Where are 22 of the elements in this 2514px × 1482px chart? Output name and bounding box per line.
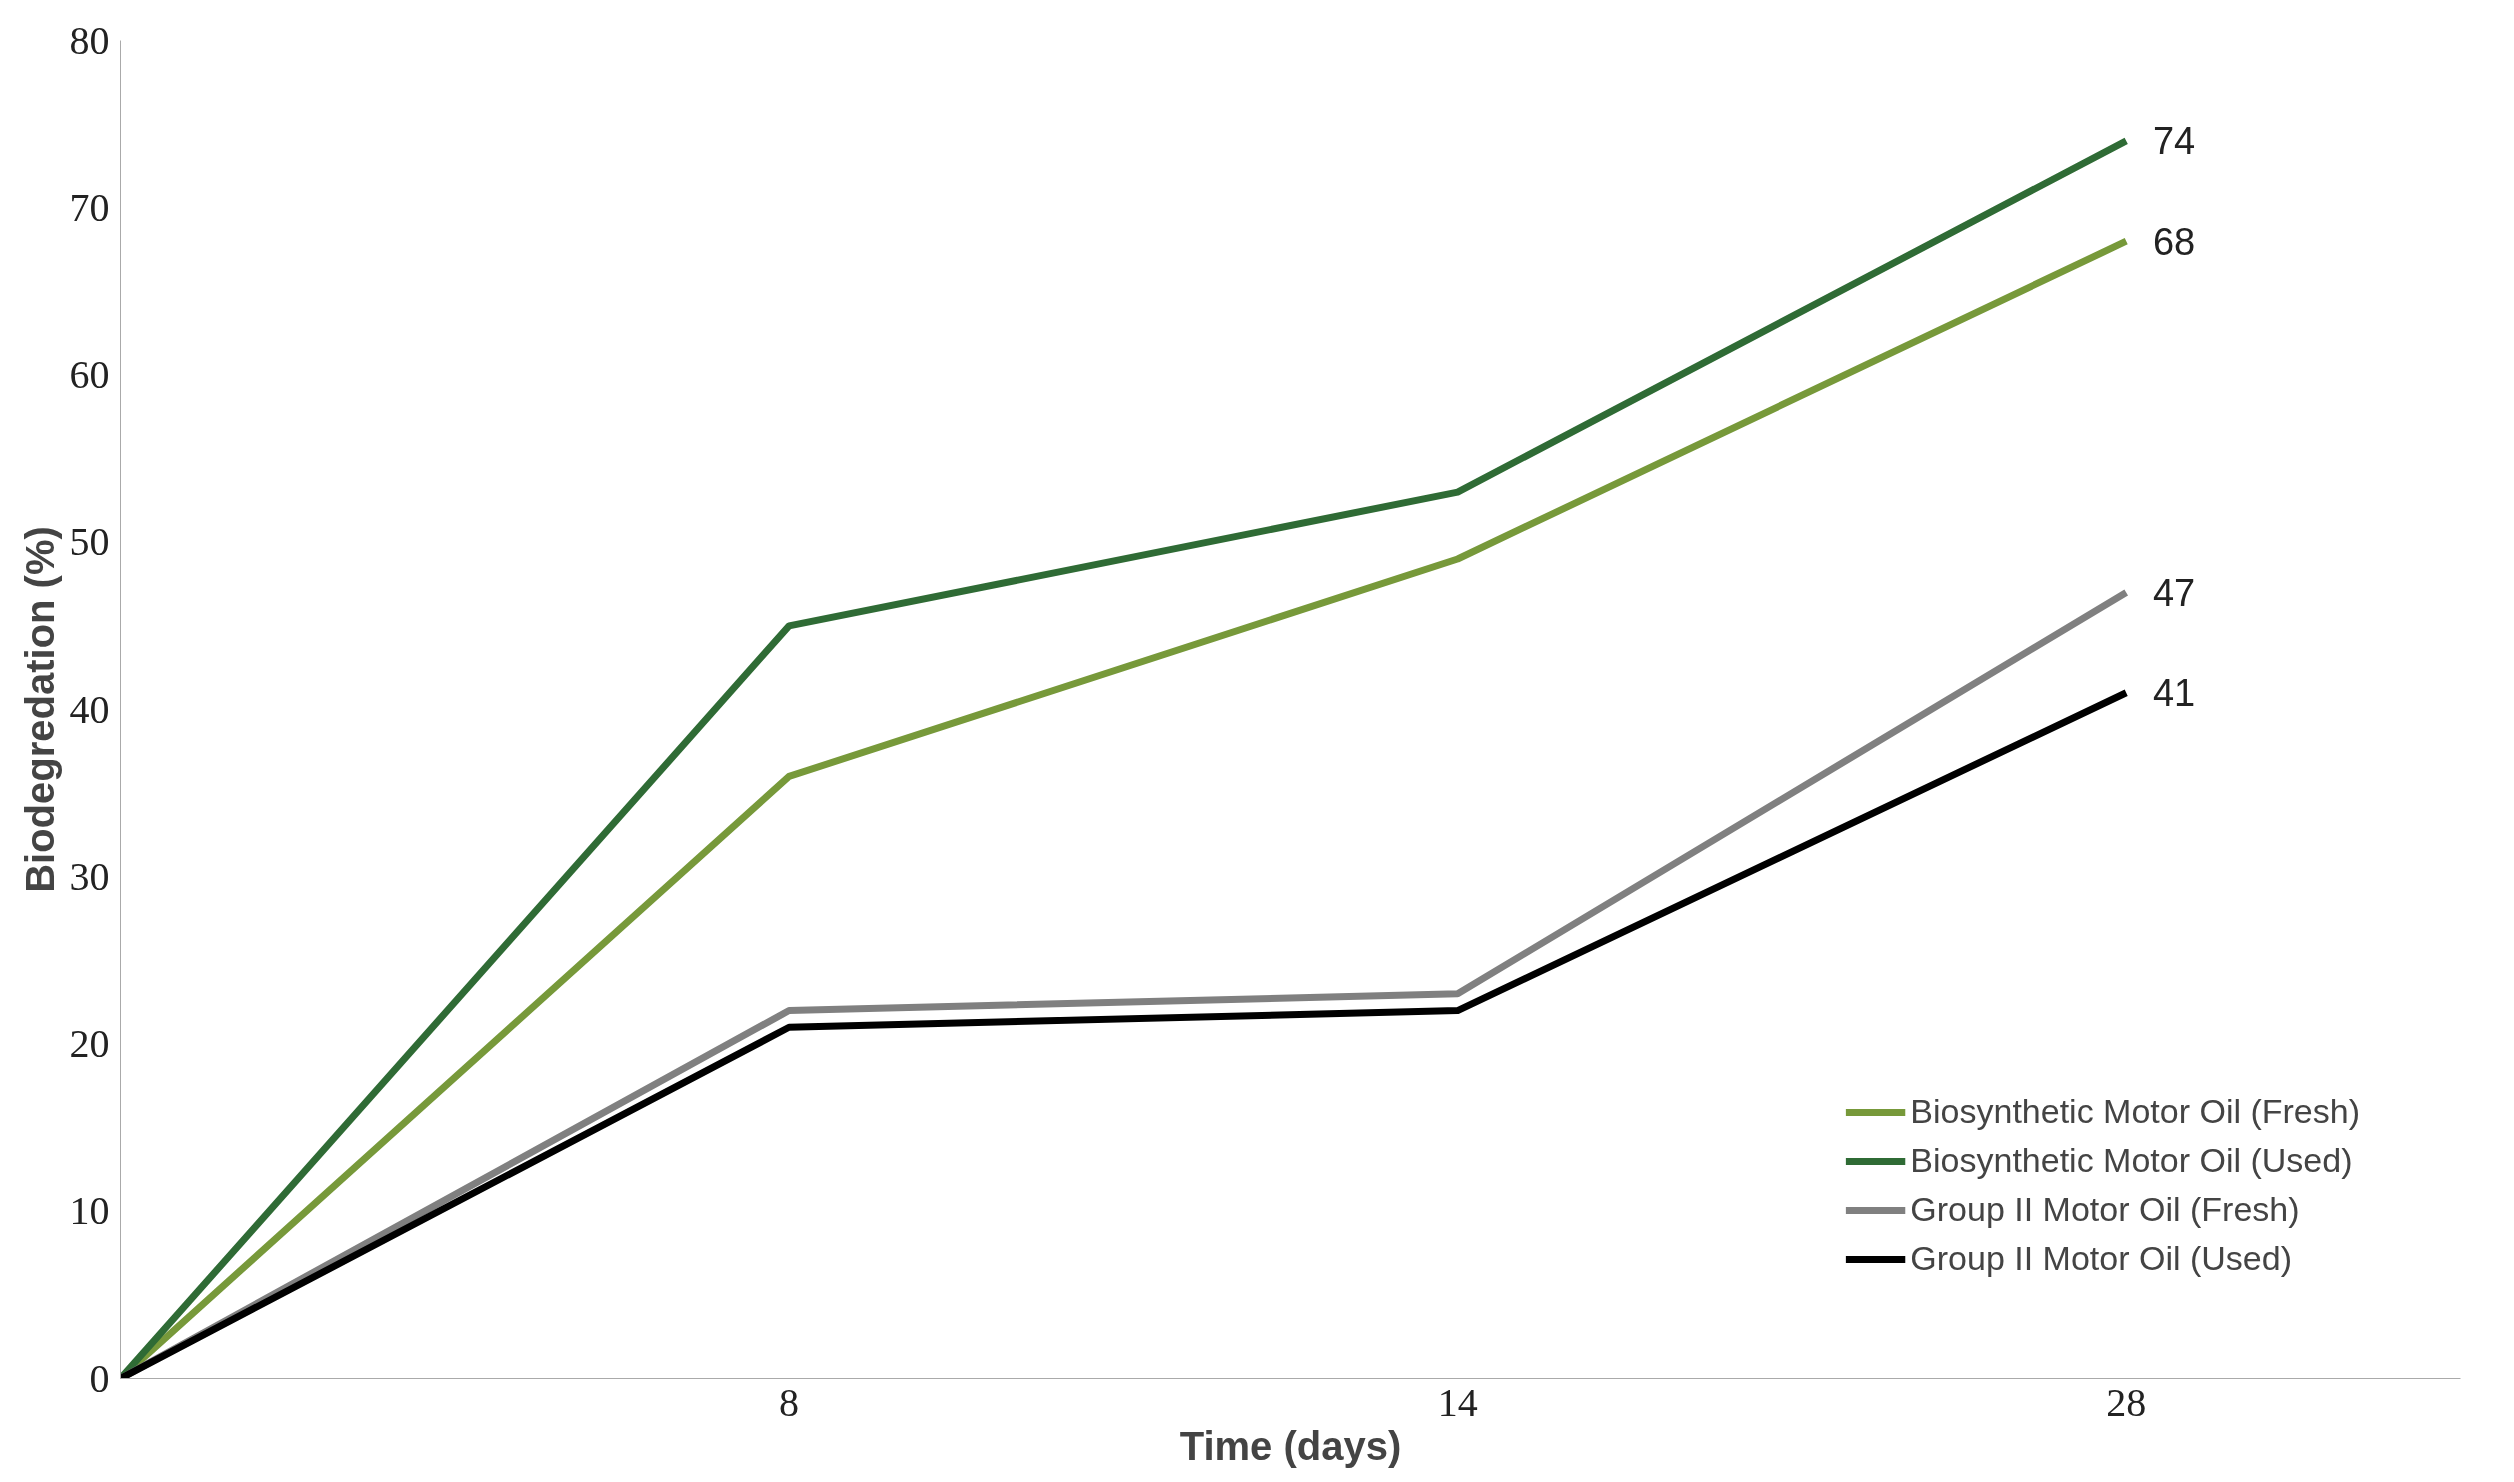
legend-label: Biosynthetic Motor Oil (Used) <box>1910 1141 2353 1180</box>
legend-label: Biosynthetic Motor Oil (Fresh) <box>1910 1092 2360 1131</box>
legend-label: Group II Motor Oil (Used) <box>1910 1239 2292 1278</box>
y-tick-label: 40 <box>69 686 110 732</box>
y-tick-label: 0 <box>89 1355 110 1401</box>
y-tick-label: 10 <box>69 1188 110 1234</box>
data-label: 47 <box>2152 571 2196 614</box>
x-tick-label: 8 <box>779 1379 800 1425</box>
y-tick-label: 30 <box>69 853 110 899</box>
x-tick-label: 28 <box>2106 1379 2147 1425</box>
data-label: 74 <box>2152 120 2196 163</box>
data-label: 41 <box>2152 672 2196 715</box>
y-axis-title: Biodegredation (%) <box>17 526 62 893</box>
y-tick-label: 80 <box>69 17 110 63</box>
legend-label: Group II Motor Oil (Fresh) <box>1910 1190 2300 1229</box>
y-tick-label: 20 <box>69 1021 110 1066</box>
x-tick-label: 14 <box>1437 1379 1478 1425</box>
y-tick-label: 70 <box>69 184 110 230</box>
x-axis-title: Time (days) <box>1179 1423 1402 1468</box>
y-tick-label: 60 <box>69 352 110 397</box>
data-label: 68 <box>2152 220 2196 263</box>
y-tick-label: 50 <box>69 519 110 565</box>
